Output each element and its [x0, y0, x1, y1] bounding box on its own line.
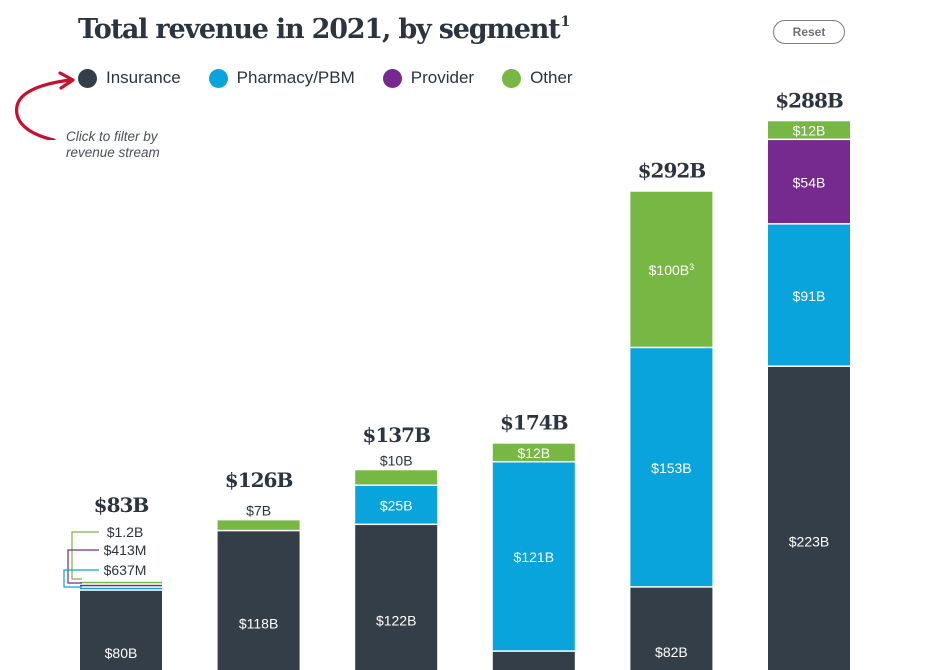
- segment-label: $12B: [517, 445, 550, 461]
- bar-total-label: $137B: [362, 423, 430, 447]
- segment-label: $223B: [789, 534, 829, 550]
- segment-label: $100B3: [649, 262, 695, 278]
- segment-label: $153B: [651, 460, 691, 476]
- bar-segment-pharmacy-pbm: [355, 485, 438, 524]
- bar-segment-provider: [80, 584, 162, 587]
- legend-item-other[interactable]: Other: [502, 68, 573, 88]
- reset-button[interactable]: Reset: [773, 20, 845, 44]
- bar-total-label: $126B: [225, 468, 293, 492]
- bar-segment-insurance: [80, 590, 162, 670]
- bar-segment-other: [768, 121, 850, 139]
- chart-title: Total revenue in 2021, by segment1: [78, 14, 570, 45]
- segment-label: $121B: [514, 549, 554, 565]
- segment-label: $91B: [793, 288, 826, 304]
- bar-segment-pharmacy-pbm: [630, 348, 713, 587]
- segment-label-small: $413M: [104, 542, 147, 558]
- bar-segment-insurance: [217, 531, 300, 670]
- title-footnote: 1: [560, 14, 570, 30]
- bar-segment-other: [355, 470, 438, 485]
- legend-label: Pharmacy/PBM: [236, 68, 355, 87]
- chart-title-text: Total revenue in 2021, by segment: [78, 14, 561, 45]
- legend-item-pharmacy[interactable]: Pharmacy/PBM: [208, 68, 355, 88]
- bar-total-label: $83B: [94, 493, 149, 517]
- filled-circle-icon: [208, 68, 228, 88]
- legend-label: Provider: [410, 68, 475, 87]
- segment-label: $12B: [793, 123, 826, 139]
- segment-label: $80B: [105, 645, 138, 661]
- segment-label: $122B: [376, 613, 416, 629]
- leader-line: [71, 531, 99, 580]
- bar-segment-other: [80, 581, 162, 584]
- leader-line: [63, 569, 99, 588]
- segment-label: $54B: [793, 174, 826, 190]
- bar-segment-pharmacy-pbm: [492, 462, 575, 651]
- legend-item-insurance[interactable]: Insurance: [78, 68, 181, 88]
- filter-hint: Click to filter by revenue stream: [66, 129, 160, 160]
- bar-segment-other: [217, 520, 300, 530]
- bar-segment-pharmacy-pbm: [80, 587, 162, 590]
- bar-segment-insurance: [768, 367, 850, 670]
- bar-segment-provider: [768, 140, 850, 224]
- legend-label: Other: [530, 68, 573, 87]
- segment-label-small: $1.2B: [107, 524, 144, 540]
- leader-line: [67, 549, 99, 584]
- bar-total-label: $292B: [638, 159, 706, 183]
- segment-label: $10B: [380, 452, 413, 468]
- filled-circle-icon: [382, 68, 402, 88]
- legend-label: Insurance: [106, 68, 181, 87]
- segment-label: $82B: [655, 644, 688, 660]
- curved-arrow-icon: [15, 71, 75, 140]
- bar-segment-other: [630, 191, 713, 347]
- legend: Insurance Pharmacy/PBM Provider Other: [78, 68, 601, 88]
- bar-segment-insurance: [630, 587, 713, 670]
- legend-item-provider[interactable]: Provider: [382, 68, 475, 88]
- filled-circle-icon: [502, 68, 522, 88]
- bar-total-label: $288B: [775, 88, 843, 112]
- segment-label: $7B: [246, 502, 271, 518]
- bar-segment-other: [492, 443, 575, 461]
- bar-segment-pharmacy-pbm: [768, 224, 850, 366]
- footnote-marker: 3: [689, 262, 694, 272]
- segment-label: $25B: [380, 498, 413, 514]
- bar-total-label: $174B: [500, 411, 568, 435]
- segment-label-small: $637M: [104, 562, 147, 578]
- bar-segment-insurance: [355, 525, 438, 670]
- filled-circle-icon: [78, 68, 97, 88]
- bar-segment-insurance: [492, 651, 575, 670]
- segment-label: $118B: [239, 616, 278, 632]
